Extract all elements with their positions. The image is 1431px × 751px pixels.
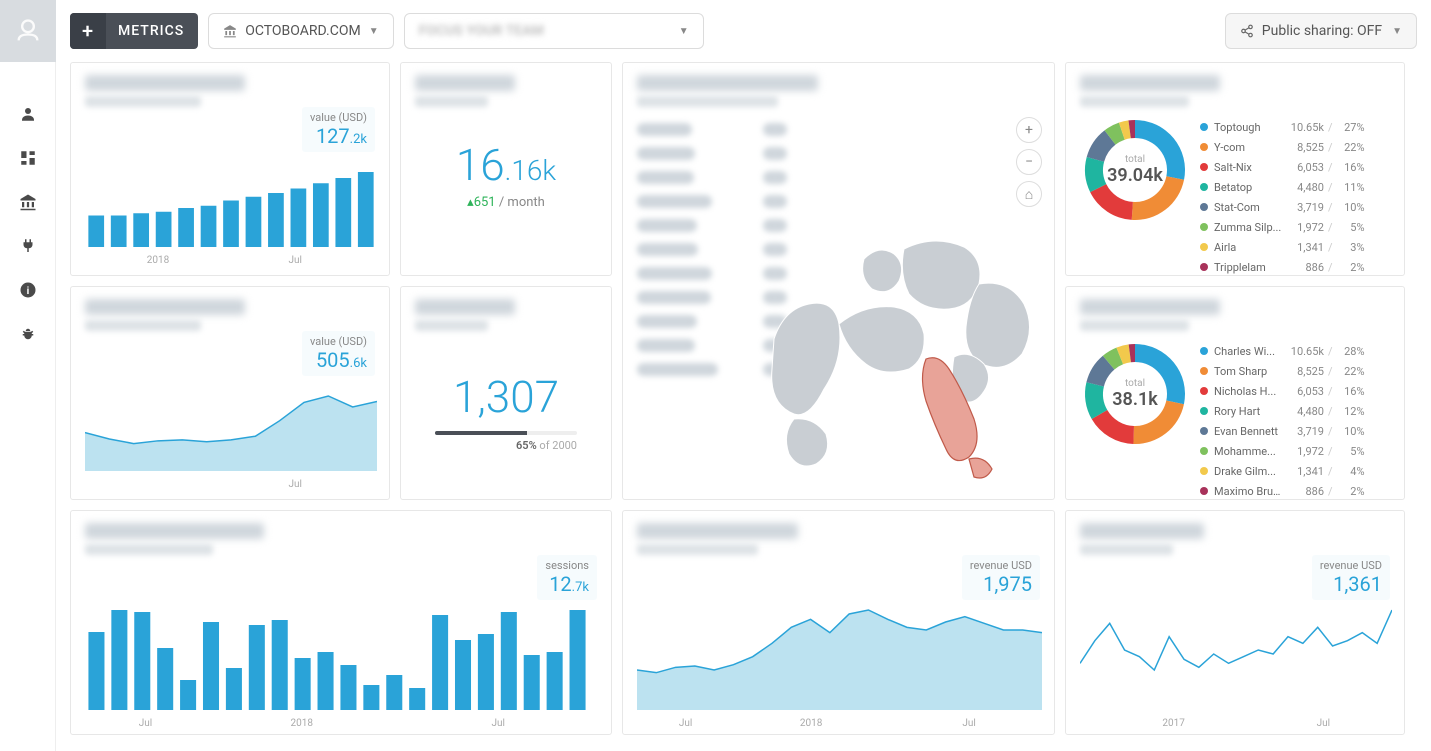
svg-text:Jul: Jul (492, 718, 505, 729)
legend: Charles Wi... 10.65k / 28% Tom Sharp 8,5… (1200, 341, 1390, 487)
card-top-products[interactable]: total39.04k Toptough 10.65k / 27% Y-com … (1065, 62, 1405, 276)
card-upgrades[interactable]: 16.16k ▴651 / month (400, 62, 612, 276)
legend-item: Y-com 8,525 / 22% (1200, 137, 1390, 157)
legend-item: Betatop 4,480 / 11% (1200, 177, 1390, 197)
legend-item: Airla 1,341 / 3% (1200, 237, 1390, 257)
site-selector-label: OCTOBOARD.COM (245, 23, 360, 39)
card-pipeline-value[interactable]: value (USD) 505.6k Jul (70, 286, 390, 500)
legend-item: Nicholas H... 6,053 / 16% (1200, 381, 1390, 401)
legend: Toptough 10.65k / 27% Y-com 8,525 / 22% … (1200, 117, 1390, 263)
svg-text:Jul: Jul (289, 255, 302, 266)
plus-icon: + (70, 13, 106, 49)
legend-item: Evan Bennett 3,719 / 10% (1200, 421, 1390, 441)
svg-text:Jul: Jul (139, 718, 152, 729)
nav-dashboard-icon[interactable] (0, 136, 56, 180)
metrics-button-label: METRICS (118, 23, 184, 39)
svg-text:2018: 2018 (800, 718, 823, 729)
legend-item: Salt-Nix 6,053 / 16% (1200, 157, 1390, 177)
nav-bug-icon[interactable] (0, 312, 56, 356)
svg-text:2018: 2018 (290, 718, 313, 729)
card-website-goals[interactable]: revenue USD 1,975 Jul 2018 Jul (622, 510, 1055, 735)
card-top-sellers[interactable]: total38.1k Charles Wi... 10.65k / 28% To… (1065, 286, 1405, 500)
share-label: Public sharing: OFF (1262, 23, 1382, 39)
svg-text:2017: 2017 (1162, 718, 1185, 729)
legend-item: Mohamme... 1,972 / 5% (1200, 441, 1390, 461)
svg-text:2018: 2018 (147, 255, 170, 266)
team-selector-dropdown[interactable]: FOCUS YOUR TEAM ▼ (404, 13, 704, 49)
svg-text:i: i (26, 285, 29, 297)
legend-item: Toptough 10.65k / 27% (1200, 117, 1390, 137)
value-badge: value (USD) 127.2k (302, 107, 375, 152)
logo (0, 0, 56, 62)
svg-text:Jul: Jul (289, 479, 302, 490)
donut-chart: total39.04k (1080, 115, 1190, 225)
delta-row: ▴651 / month (415, 195, 597, 210)
legend-item: Stat-Com 3,719 / 10% (1200, 197, 1390, 217)
add-metrics-button[interactable]: + METRICS (70, 13, 198, 49)
bar-chart: Jul 2018 Jul (85, 565, 589, 730)
legend-item: Zumma Silp... 1,972 / 5% (1200, 217, 1390, 237)
legend-item: Maximo Bruce 886 / 2% (1200, 481, 1390, 500)
card-ppc-revenue[interactable]: revenue USD 1,361 2017 Jul (1065, 510, 1405, 735)
nav-plug-icon[interactable] (0, 224, 56, 268)
stat-value: 16.16k (415, 139, 597, 191)
nav-info-icon[interactable]: i (0, 268, 56, 312)
sidebar: i (0, 0, 56, 751)
value-badge: revenue USD 1,361 (1312, 555, 1390, 600)
map-zoom-in[interactable]: + (1016, 117, 1042, 143)
card-recurring-revenue[interactable]: value (USD) 127.2k 2018 Jul (70, 62, 390, 276)
svg-text:Jul: Jul (679, 718, 692, 729)
team-selector-label: FOCUS YOUR TEAM (419, 23, 544, 39)
value-badge: value (USD) 505.6k (302, 331, 375, 376)
public-sharing-toggle[interactable]: Public sharing: OFF ▼ (1225, 13, 1417, 49)
card-sales-region[interactable]: + − ⌂ (622, 62, 1055, 500)
legend-item: Tom Sharp 8,525 / 22% (1200, 361, 1390, 381)
map (754, 159, 1054, 499)
bank-icon (223, 24, 237, 38)
progress-bar: 65% of 2000 (435, 431, 577, 452)
nav-bank-icon[interactable] (0, 180, 56, 224)
caret-down-icon: ▼ (1392, 26, 1402, 37)
caret-down-icon: ▼ (369, 26, 379, 37)
card-website-traffic[interactable]: sessions 12.7k Jul 2018 Jul (70, 510, 612, 735)
caret-down-icon: ▼ (679, 26, 689, 37)
nav-profile-icon[interactable] (0, 92, 56, 136)
svg-text:Jul: Jul (962, 718, 975, 729)
region-row (637, 117, 787, 141)
legend-item: Drake Gilm... 1,341 / 4% (1200, 461, 1390, 481)
legend-item: Rory Hart 4,480 / 12% (1200, 401, 1390, 421)
site-selector-dropdown[interactable]: OCTOBOARD.COM ▼ (208, 13, 393, 49)
topbar: + METRICS OCTOBOARD.COM ▼ FOCUS YOUR TEA… (56, 0, 1431, 62)
legend-item: Tripplelam 886 / 2% (1200, 257, 1390, 276)
value-badge: revenue USD 1,975 (962, 555, 1040, 600)
donut-chart: total38.1k (1080, 339, 1190, 449)
stat-value: 1,307 (415, 371, 597, 423)
svg-text:Jul: Jul (1317, 718, 1330, 729)
legend-item: Charles Wi... 10.65k / 28% (1200, 341, 1390, 361)
card-downgrades[interactable]: 1,307 65% of 2000 (400, 286, 612, 500)
value-badge: sessions 12.7k (537, 555, 597, 600)
dashboard-grid: value (USD) 127.2k 2018 Jul 16.16k ▴651 /… (56, 62, 1431, 751)
share-icon (1240, 24, 1254, 38)
